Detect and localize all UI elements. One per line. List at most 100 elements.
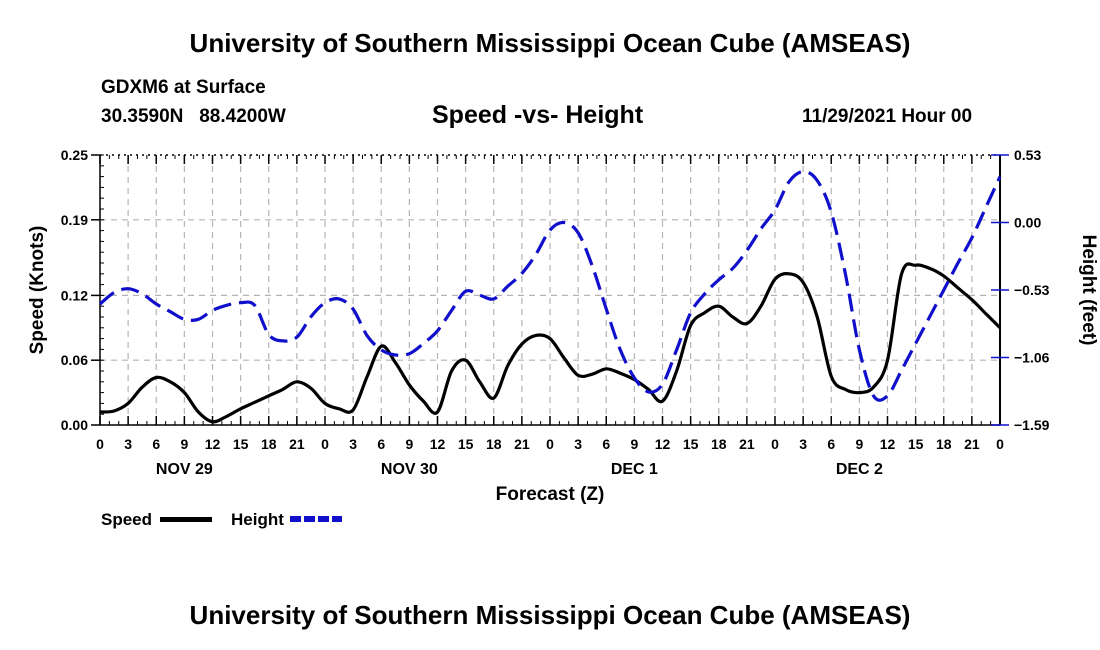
location-label: 30.3590N 88.4200W (101, 106, 286, 127)
data-point-height (169, 310, 172, 313)
day-label: DEC 1 (611, 461, 658, 478)
page-title: University of Southern Mississippi Ocean… (189, 28, 911, 58)
data-point-speed (309, 387, 312, 390)
data-point-speed (99, 411, 102, 414)
data-point-speed (928, 267, 931, 270)
data-point-height (886, 394, 889, 397)
data-point-height (478, 294, 481, 297)
data-point-speed (886, 359, 889, 362)
data-point-speed (436, 411, 439, 414)
data-point-speed (352, 408, 355, 411)
y2-tick-label: 0.53 (1014, 147, 1041, 163)
data-point-height (577, 231, 580, 234)
data-point-height (984, 206, 987, 209)
data-point-speed (534, 334, 537, 337)
data-point-speed (295, 380, 298, 383)
data-point-speed (225, 415, 228, 418)
data-point-height (113, 291, 116, 294)
data-point-speed (900, 272, 903, 275)
footer-title: University of Southern Mississippi Ocean… (189, 600, 911, 630)
x-tick-label: 21 (514, 436, 530, 452)
data-point-height (647, 390, 650, 393)
x-axis-title: Forecast (Z) (496, 484, 605, 505)
data-point-height (197, 318, 200, 321)
data-point-height (900, 369, 903, 372)
x-tick-label: 9 (405, 436, 413, 452)
data-point-height (324, 301, 327, 304)
legend-height-swatch (290, 516, 342, 522)
x-tick-label: 3 (799, 436, 807, 452)
x-tick-label: 6 (152, 436, 160, 452)
data-point-height (534, 253, 537, 256)
day-label: NOV 29 (156, 461, 213, 478)
x-tick-label: 12 (880, 436, 896, 452)
data-point-height (689, 311, 692, 314)
data-point-speed (549, 337, 552, 340)
data-point-speed (830, 375, 833, 378)
data-point-height (394, 354, 397, 357)
data-point-height (816, 179, 819, 182)
data-point-speed (872, 386, 875, 389)
x-tick-label: 15 (233, 436, 249, 452)
data-point-height (563, 221, 566, 224)
x-tick-label: 3 (574, 436, 582, 452)
data-point-speed (844, 388, 847, 391)
data-point-speed (999, 326, 1002, 329)
data-point-height (520, 272, 523, 275)
x-tick-label: 0 (996, 436, 1004, 452)
data-point-height (225, 304, 228, 307)
x-tick-label: 21 (739, 436, 755, 452)
data-point-height (408, 352, 411, 355)
data-point-height (422, 342, 425, 345)
x-tick-label: 6 (827, 436, 835, 452)
data-point-speed (970, 298, 973, 301)
legend-speed-label: Speed (101, 510, 153, 529)
series-line-height (98, 169, 1002, 402)
x-tick-label: 15 (683, 436, 699, 452)
data-point-height (914, 342, 917, 345)
y-tick-label: 0.25 (61, 147, 88, 163)
data-point-height (591, 264, 594, 267)
x-tick-label: 0 (771, 436, 779, 452)
x-tick-label: 0 (96, 436, 104, 452)
y2-tick-label: 0.00 (1014, 215, 1041, 231)
data-point-speed (281, 388, 284, 391)
station-label: GDXM6 at Surface (101, 77, 266, 98)
data-point-speed (731, 316, 734, 319)
data-point-height (464, 290, 467, 293)
data-point-speed (267, 394, 270, 397)
y2-axis-title: Height (feet) (1078, 235, 1099, 346)
data-point-height (492, 297, 495, 300)
data-point-speed (324, 402, 327, 405)
date-time-label: 11/29/2021 Hour 00 (802, 106, 973, 127)
x-tick-label: 15 (908, 436, 924, 452)
data-point-speed (703, 311, 706, 314)
data-point-speed (774, 278, 777, 281)
data-point-speed (619, 372, 622, 375)
data-point-speed (759, 305, 762, 308)
y2-tick-label: −1.59 (1014, 417, 1050, 433)
x-tick-label: 15 (458, 436, 474, 452)
data-point-speed (169, 380, 172, 383)
data-point-height (619, 348, 622, 351)
data-point-speed (239, 407, 242, 410)
data-point-height (436, 329, 439, 332)
data-point-speed (253, 401, 256, 404)
day-label: NOV 30 (381, 461, 438, 478)
data-point-height (858, 348, 861, 351)
data-point-speed (914, 264, 917, 267)
y-tick-label: 0.12 (61, 287, 88, 303)
x-tick-label: 18 (936, 436, 952, 452)
data-point-speed (155, 376, 158, 379)
data-point-height (295, 336, 298, 339)
data-point-height (253, 304, 256, 307)
x-tick-label: 12 (655, 436, 671, 452)
data-point-height (380, 348, 383, 351)
data-point-height (549, 229, 552, 232)
day-label: DEC 2 (836, 461, 883, 478)
data-point-speed (717, 305, 720, 308)
data-point-speed (127, 402, 130, 405)
data-point-speed (113, 410, 116, 413)
data-point-height (239, 301, 242, 304)
data-point-height (675, 348, 678, 351)
